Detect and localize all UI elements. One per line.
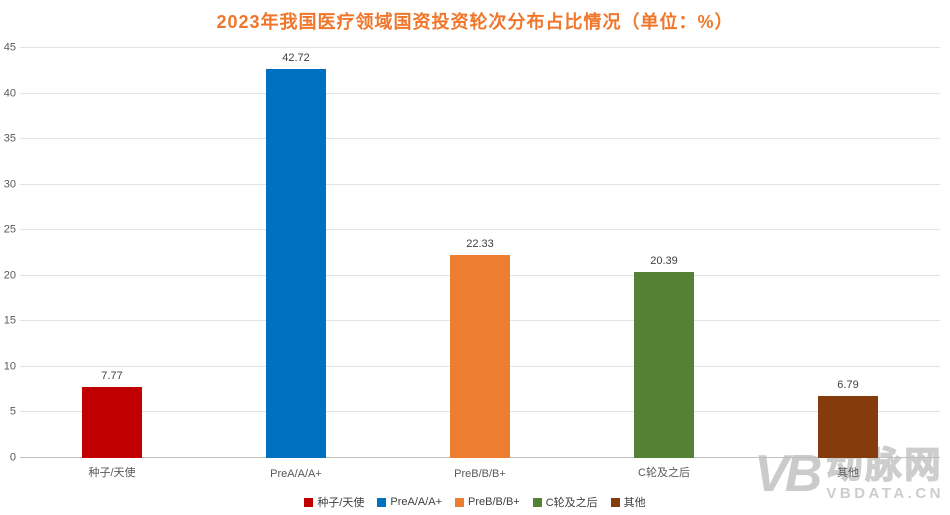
bar: [450, 254, 510, 458]
bar: [818, 396, 878, 458]
x-axis-label: 其他: [837, 467, 859, 479]
legend-label: PreA/A/A+: [390, 496, 443, 508]
legend-label: PreB/B/B+: [468, 496, 520, 508]
category-slot: 22.33 PreB/B/B+: [388, 48, 572, 480]
legend-item: C轮及之后: [532, 494, 598, 510]
x-axis-label: C轮及之后: [638, 467, 690, 479]
legend-swatch-icon: [455, 497, 465, 507]
legend-swatch-icon: [610, 497, 620, 507]
y-tick-label: 45: [3, 41, 16, 54]
plot-area: 0 5 10 15 20 25 30 35 40 45 7.77 种子/天使 42.72 PreA/A/A…: [4, 42, 940, 480]
legend-swatch-icon: [304, 497, 314, 507]
legend-item: PreB/B/B+: [455, 496, 520, 508]
y-tick-label: 0: [9, 451, 16, 464]
legend-item: 种子/天使: [304, 494, 364, 510]
y-tick-label: 10: [3, 360, 16, 373]
chart-title: 2023年我国医疗领域国资投资轮次分布占比情况（单位：%）: [216, 12, 734, 32]
legend-swatch-icon: [532, 497, 542, 507]
bar-value-label: 7.77: [101, 370, 123, 383]
y-tick-label: 25: [3, 223, 16, 236]
y-tick-label: 40: [3, 87, 16, 100]
y-gridline: [20, 229, 940, 231]
category-slot: 20.39 C轮及之后: [572, 48, 756, 479]
bar-value-label: 20.39: [650, 255, 678, 268]
legend-label: 其他: [623, 497, 646, 509]
category-slot: 6.79 其他: [756, 48, 940, 479]
bar: [82, 387, 142, 458]
y-tick-label: 15: [3, 314, 16, 327]
x-axis-label: PreA/A/A+: [270, 468, 322, 480]
legend-item: 其他: [610, 494, 646, 510]
legend-swatch-icon: [377, 497, 387, 507]
legend-label: C轮及之后: [545, 497, 598, 509]
bar: [634, 272, 694, 458]
y-tick-label: 20: [3, 269, 16, 282]
y-gridline: [20, 47, 940, 48]
bar: [266, 68, 326, 458]
category-slot: 42.72 PreA/A/A+: [204, 48, 388, 480]
legend-label: 种子/天使: [317, 497, 365, 509]
chart-legend: 种子/天使 PreA/A/A+ PreB/B/B+ C轮及之后 其他: [0, 494, 950, 510]
category-slot: 7.77 种子/天使: [20, 48, 204, 479]
bar-value-label: 6.79: [837, 379, 859, 392]
y-gridline: [20, 92, 940, 94]
y-tick-label: 35: [3, 132, 16, 145]
bar-value-label: 22.33: [466, 237, 494, 250]
legend-item: PreA/A/A+: [377, 496, 442, 508]
y-gridline: [20, 183, 940, 185]
y-gridline: [20, 138, 940, 140]
x-axis-label: PreB/B/B+: [454, 468, 506, 480]
y-tick-label: 30: [3, 178, 16, 191]
x-axis-label: 种子/天使: [88, 467, 136, 479]
bar-value-label: 42.72: [282, 51, 310, 64]
y-tick-label: 5: [9, 405, 16, 418]
